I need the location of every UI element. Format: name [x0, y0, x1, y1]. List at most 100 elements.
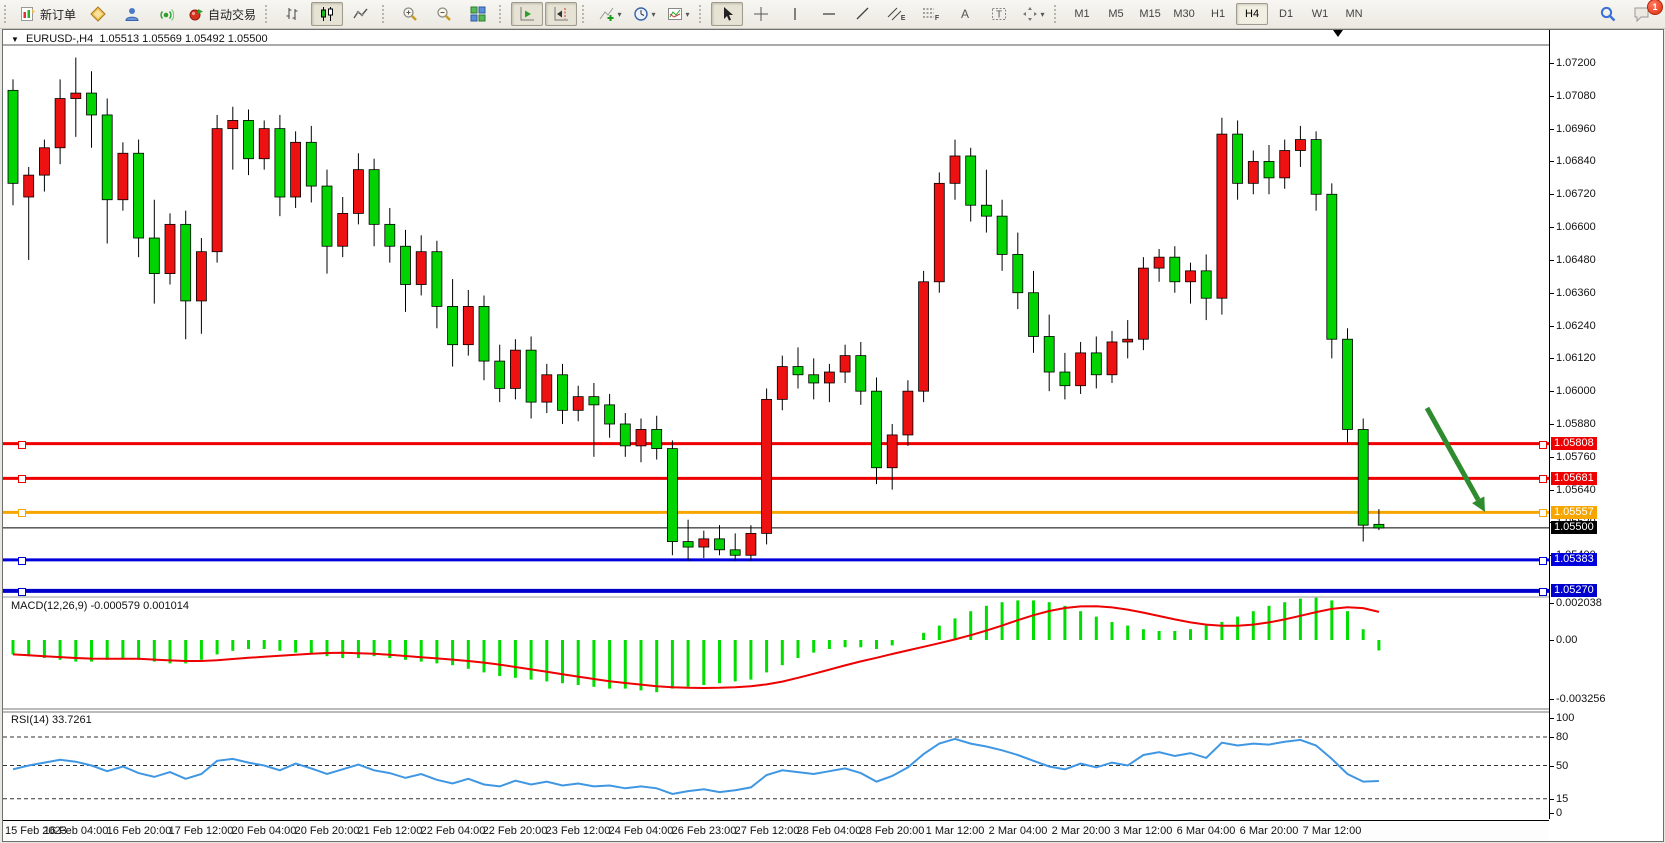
scroll-end-marker-icon[interactable]: [1333, 30, 1343, 37]
price-tick-label: 1.07200: [1556, 57, 1596, 69]
zoom-out-button[interactable]: [428, 2, 460, 26]
candlestick: [1310, 131, 1322, 211]
chevron-down-icon[interactable]: ▾: [685, 9, 690, 19]
time-tick-label: 20 Feb 04:00: [231, 825, 297, 837]
notifications-button[interactable]: 1: [1626, 0, 1663, 26]
navigator-button[interactable]: [116, 2, 148, 26]
chart-shift-button[interactable]: [545, 2, 578, 26]
candlestick: [714, 525, 725, 556]
cursor-button[interactable]: [711, 2, 744, 26]
indicators-button[interactable]: ▾: [594, 2, 626, 26]
crosshair-button[interactable]: [745, 2, 777, 26]
auto-scroll-button[interactable]: [511, 2, 544, 26]
line-handle[interactable]: [1539, 475, 1547, 483]
toolbar-grip[interactable]: [1054, 5, 1062, 23]
toolbar-grip[interactable]: [265, 5, 273, 23]
line-handle[interactable]: [1539, 557, 1547, 565]
candlestick: [572, 385, 584, 422]
search-button[interactable]: [1592, 2, 1624, 26]
tile-windows-button[interactable]: [462, 2, 494, 26]
candlestick: [933, 172, 945, 293]
channel-button-letter: E: [900, 14, 906, 22]
timeframe-mn-button[interactable]: MN: [1345, 8, 1363, 20]
toolbar-grip[interactable]: [699, 5, 707, 23]
timeframe-m15-button[interactable]: M15: [1139, 8, 1161, 20]
line-handle[interactable]: [18, 475, 26, 483]
candlestick: [447, 279, 459, 367]
trendline-button[interactable]: [847, 2, 879, 26]
chevron-down-icon[interactable]: ▾: [651, 9, 656, 19]
fibonacci-button[interactable]: F: [915, 2, 947, 26]
candlestick: [39, 139, 50, 192]
auto-trading-button[interactable]: 自动交易: [184, 2, 260, 26]
line-chart-button[interactable]: [345, 2, 377, 26]
line-handle[interactable]: [1539, 588, 1547, 596]
macd-indicator-label: MACD(12,26,9) -0.000579 0.001014: [11, 600, 189, 612]
line-handle[interactable]: [1539, 441, 1547, 449]
profile-icon: [124, 6, 140, 22]
line-handle[interactable]: [1539, 509, 1547, 517]
time-tick-label: 3 Mar 12:00: [1113, 825, 1173, 837]
text-button[interactable]: A: [949, 2, 981, 26]
candlestick: [541, 363, 553, 414]
chevron-down-icon[interactable]: ▾: [1040, 9, 1045, 19]
templates-button[interactable]: ▾: [662, 2, 694, 26]
axis-tickmark: [1550, 424, 1554, 425]
candlestick: [682, 519, 694, 561]
vertical-line-button[interactable]: [779, 2, 811, 26]
bar-chart-button[interactable]: [277, 2, 309, 26]
new-order-button[interactable]: 新订单: [16, 2, 80, 26]
toolbar-grip[interactable]: [382, 5, 390, 23]
line-handle[interactable]: [18, 441, 26, 449]
candlestick: [1342, 328, 1353, 444]
candlestick: [886, 423, 898, 490]
timeframe-d1-button[interactable]: D1: [1279, 8, 1294, 20]
horizontal-line-button[interactable]: [813, 2, 845, 26]
candle-chart-button[interactable]: [311, 2, 344, 26]
text-label-button[interactable]: T: [983, 2, 1015, 26]
chevron-down-icon[interactable]: ▼: [11, 35, 19, 44]
price-tick-label: 1.06360: [1556, 287, 1596, 299]
time-axis[interactable]: 15 Feb 2023 16 Feb 04:00 16 Feb 20:00 17 Fe…: [3, 820, 1549, 841]
search-icon: [1599, 5, 1617, 23]
timeframe-h1-button[interactable]: H1: [1211, 8, 1226, 20]
periods-button[interactable]: ▾: [628, 2, 660, 26]
timeframe-m30-button[interactable]: M30: [1173, 8, 1195, 20]
arrows-button[interactable]: ▾: [1017, 2, 1049, 26]
toolbar-grip[interactable]: [499, 5, 507, 23]
timeframe-w1-button[interactable]: W1: [1311, 8, 1329, 20]
chart-shift-icon: [553, 6, 569, 22]
trend-arrow-annotation[interactable]: [1424, 406, 1485, 512]
time-tick-label: 24 Feb 04:00: [608, 825, 674, 837]
toolbar-grip[interactable]: [582, 5, 590, 23]
zoom-in-button[interactable]: [394, 2, 426, 26]
price-line-tag: 1.05557: [1551, 506, 1597, 519]
line-handle[interactable]: [18, 557, 26, 565]
timeframe-m1-button[interactable]: M1: [1074, 8, 1090, 20]
time-tick-label: 2 Mar 04:00: [988, 825, 1048, 837]
toolbar-grip[interactable]: [4, 5, 12, 23]
candlestick: [195, 238, 207, 334]
price-line-tag: 1.05500: [1551, 521, 1597, 534]
axis-tickmark: [1550, 260, 1554, 261]
signal-button[interactable]: [150, 2, 182, 26]
candlestick: [1232, 120, 1243, 200]
channel-button[interactable]: E: [881, 2, 913, 26]
candlestick: [1043, 314, 1055, 392]
timeframe-m5-button[interactable]: M5: [1108, 8, 1124, 20]
chart-canvas[interactable]: [3, 30, 1549, 820]
market-watch-button[interactable]: [82, 2, 114, 26]
chevron-down-icon[interactable]: ▾: [617, 9, 622, 19]
rsi-indicator-label: RSI(14) 33.7261: [11, 714, 92, 726]
chart-symbol-title: ▼ EURUSD-,H4 1.05513 1.05569 1.05492 1.0…: [11, 33, 268, 45]
timeframe-h4-button[interactable]: H4: [1236, 3, 1269, 25]
candlestick: [824, 363, 835, 403]
candlestick: [462, 289, 474, 356]
time-tick-label: 23 Feb 12:00: [545, 825, 611, 837]
line-handle[interactable]: [18, 509, 26, 517]
line-handle[interactable]: [18, 588, 26, 596]
price-axis[interactable]: 1.07200 1.07080 1.06960 1.06840 1.06720 1.066…: [1549, 30, 1662, 819]
candlestick: [588, 382, 600, 457]
candlestick: [258, 120, 270, 170]
axis-tickmark: [1550, 640, 1554, 641]
